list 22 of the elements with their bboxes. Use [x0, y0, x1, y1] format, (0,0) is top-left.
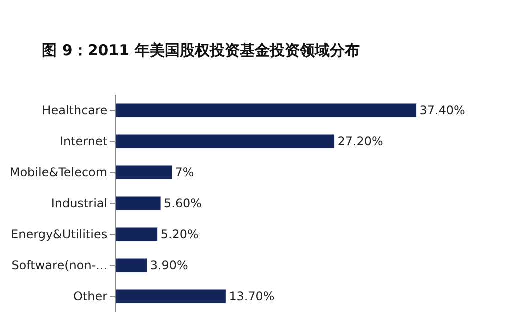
data-label: 7% — [175, 165, 194, 180]
y-tick-label: Energy&Utilities — [11, 228, 108, 242]
bar — [116, 227, 158, 242]
y-tick-label: Other — [74, 290, 108, 304]
y-tick-label: Internet — [60, 134, 108, 149]
y-tick-label: Mobile&Telecom — [10, 166, 108, 180]
data-label: 3.90% — [150, 258, 188, 272]
data-label: 5.20% — [160, 227, 199, 242]
bar — [116, 165, 173, 180]
data-label: 5.60% — [164, 196, 202, 210]
y-tick-label: Healthcare — [42, 104, 108, 118]
data-label: 27.20% — [338, 134, 384, 148]
y-tick-label: Software(non-... — [12, 258, 108, 273]
bar — [116, 196, 162, 211]
y-tick-label: Industrial — [51, 196, 108, 211]
bar — [116, 289, 226, 304]
bar — [116, 103, 418, 118]
bar — [116, 134, 335, 149]
chart-title: 图 9：2011 年美国股权投资基金投资领域分布 — [42, 42, 360, 60]
bar — [116, 258, 148, 273]
data-label: 37.40% — [420, 103, 466, 118]
data-label: 13.70% — [229, 289, 275, 304]
